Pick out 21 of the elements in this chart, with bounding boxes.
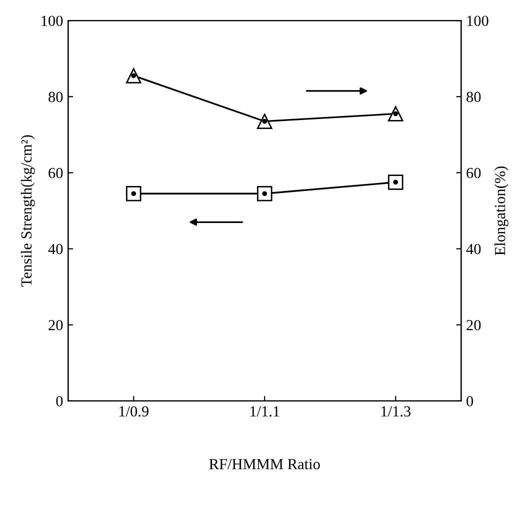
y2-tick-label: 100 — [467, 16, 488, 26]
y2-axis-title: Elongation(%) — [494, 166, 508, 256]
y2-tick-label: 0 — [466, 396, 474, 406]
y2-tick-label: 40 — [466, 244, 481, 254]
y2-tick-label: 80 — [466, 92, 481, 102]
y-tick-label: 80 — [48, 92, 63, 102]
y-axis-title: Tensile Strength(kg/cm²) — [20, 135, 35, 287]
x-axis-title: RF/HMMM Ratio — [209, 459, 320, 470]
y2-tick-label: 20 — [466, 320, 481, 330]
x-tick-label: 1/1.1 — [250, 406, 280, 417]
y-tick-label: 20 — [48, 320, 63, 330]
y-tick-label: 60 — [48, 168, 63, 178]
y-tick-label: 40 — [48, 244, 63, 254]
point — [256, 114, 272, 129]
y2-tick-label: 60 — [466, 168, 481, 178]
y-tick-label: 100 — [42, 16, 63, 26]
y-tick-label: 0 — [56, 396, 63, 406]
x-tick-label: 1/1.3 — [381, 406, 411, 417]
point — [388, 106, 404, 122]
point — [126, 68, 142, 84]
x-tick-label: 1/0.9 — [119, 406, 148, 417]
